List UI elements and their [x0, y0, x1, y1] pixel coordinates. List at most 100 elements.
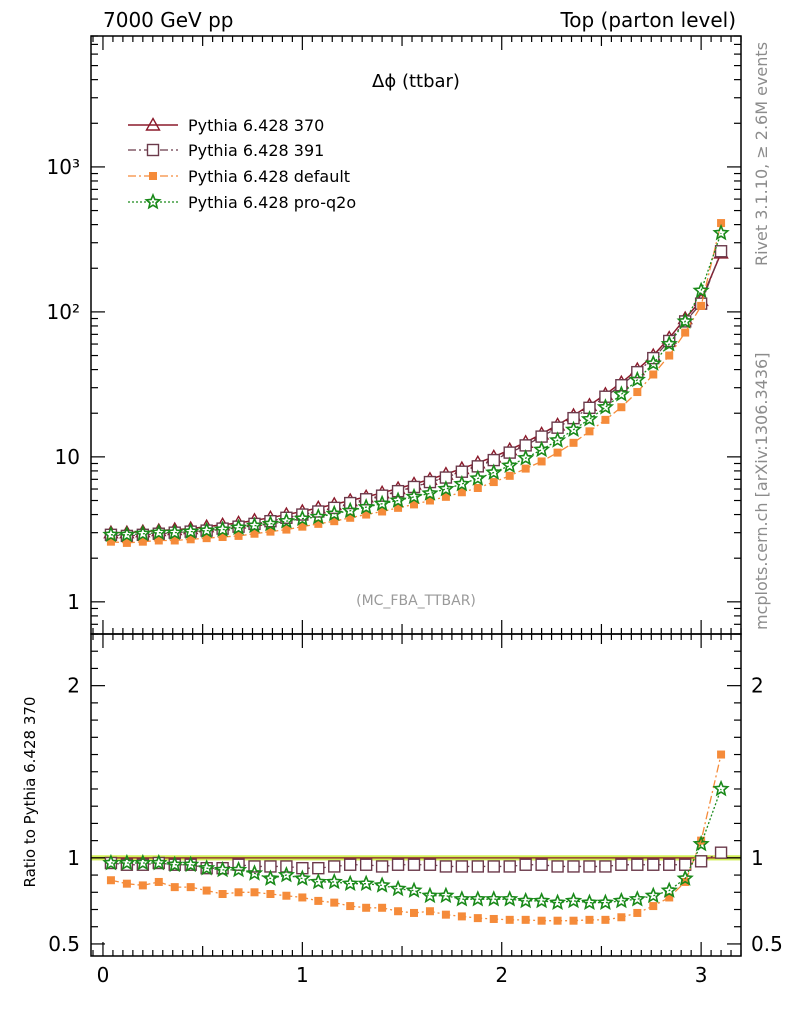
- data-point: [314, 519, 323, 528]
- series-pythia-6-428-pro-q2o: [102, 779, 730, 910]
- data-point: [505, 471, 514, 480]
- data-point: [245, 516, 264, 534]
- data-point: [150, 523, 168, 541]
- data-point: [198, 521, 216, 538]
- tick-label: 1: [296, 963, 309, 987]
- data-point: [378, 507, 387, 516]
- data-point: [678, 858, 692, 871]
- data-point: [714, 846, 728, 859]
- square-open-icon: [146, 143, 160, 157]
- data-point: [266, 527, 275, 536]
- data-point: [298, 893, 307, 902]
- data-point: [633, 388, 642, 397]
- tick-label: 0.5: [48, 932, 80, 956]
- series-line: [110, 788, 722, 904]
- data-point: [521, 464, 530, 473]
- data-point: [473, 483, 482, 492]
- data-point: [245, 864, 264, 881]
- data-point: [489, 914, 498, 923]
- data-point: [373, 494, 391, 512]
- ratio-plot-series: [102, 750, 730, 925]
- data-point: [503, 860, 516, 873]
- data-point: [341, 501, 359, 519]
- data-point: [617, 913, 626, 922]
- data-point: [120, 858, 134, 871]
- data-point: [118, 525, 136, 543]
- tick-label: 0: [97, 963, 110, 987]
- data-point: [309, 872, 327, 890]
- data-point: [405, 487, 423, 505]
- data-point: [694, 855, 708, 868]
- data-point: [457, 488, 466, 497]
- data-point: [373, 876, 391, 893]
- data-point: [437, 479, 455, 497]
- legend-entry: Pythia 6.428 391: [128, 141, 324, 160]
- data-point: [553, 448, 562, 457]
- data-point: [441, 492, 450, 501]
- data-point: [341, 874, 359, 892]
- data-point: [250, 529, 259, 538]
- data-point: [617, 403, 626, 412]
- data-point: [712, 223, 730, 241]
- data-point: [437, 886, 455, 904]
- data-point: [681, 328, 690, 337]
- data-point: [229, 860, 248, 878]
- legend-entry: Pythia 6.428 370: [128, 116, 324, 135]
- legend-label: Pythia 6.428 default: [188, 167, 350, 186]
- data-point: [612, 891, 631, 909]
- legend: Pythia 6.428 370 Pythia 6.428 391 Pythia…: [128, 116, 356, 212]
- data-point: [553, 916, 562, 925]
- data-point: [391, 858, 405, 871]
- data-point: [501, 456, 519, 473]
- data-point: [282, 525, 291, 534]
- data-point: [202, 534, 211, 543]
- main-plot-title: Δϕ (ttbar): [372, 71, 460, 92]
- tick-label: 1: [751, 846, 764, 870]
- tick-label: 2: [67, 674, 80, 698]
- data-point: [298, 522, 307, 531]
- data-point: [717, 219, 726, 228]
- data-point: [182, 522, 200, 539]
- data-point: [487, 860, 500, 873]
- legend-entry: Pythia 6.428 default: [128, 167, 350, 186]
- data-point: [166, 523, 184, 541]
- series-pythia-6-428-pro-q2o: [102, 223, 730, 543]
- data-point: [328, 860, 341, 873]
- header-left-label: 7000 GeV pp: [103, 8, 234, 32]
- data-point: [170, 536, 179, 545]
- data-point: [344, 858, 357, 871]
- data-point: [213, 860, 232, 878]
- data-point: [537, 457, 546, 466]
- data-point: [202, 886, 211, 895]
- data-point: [277, 865, 296, 883]
- data-point: [692, 834, 710, 852]
- data-point: [644, 886, 662, 904]
- data-point: [134, 524, 152, 542]
- data-point: [567, 860, 580, 873]
- data-point: [389, 879, 407, 897]
- data-point: [473, 914, 482, 923]
- data-point: [535, 858, 548, 871]
- data-point: [569, 916, 578, 925]
- data-point: [218, 890, 227, 899]
- data-point: [410, 908, 419, 917]
- data-point: [425, 907, 434, 916]
- data-point: [118, 853, 136, 871]
- data-point: [394, 503, 403, 512]
- data-point: [469, 890, 487, 907]
- data-point: [186, 535, 195, 544]
- data-point: [266, 890, 275, 899]
- data-point: [647, 858, 660, 871]
- data-point: [649, 902, 658, 911]
- data-point: [154, 536, 163, 545]
- data-point: [218, 533, 227, 542]
- data-point: [612, 385, 631, 402]
- data-point: [676, 312, 694, 329]
- data-point: [407, 858, 421, 871]
- data-point: [599, 860, 612, 873]
- data-point: [697, 836, 706, 845]
- data-point: [154, 877, 163, 886]
- data-point: [601, 415, 610, 424]
- data-point: [138, 537, 147, 546]
- data-point: [439, 860, 453, 873]
